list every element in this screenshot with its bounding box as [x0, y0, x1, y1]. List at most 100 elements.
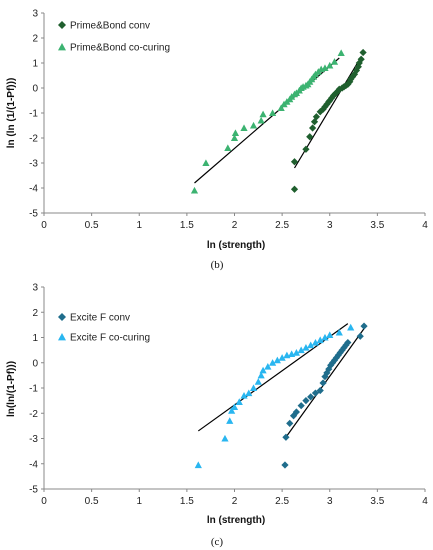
- data-point: [349, 73, 357, 81]
- chart-panel-c: 0 0.5 1 1.5 2 2.5 3 3.5 4 3 2 1 0 -1 -2 -3 -4 -5 Excite F…: [6, 283, 428, 549]
- data-point: [347, 75, 355, 83]
- y-tick-label: 2: [32, 308, 38, 319]
- x-tick-label: 1: [136, 496, 142, 507]
- data-point: [319, 105, 327, 113]
- data-point: [331, 89, 340, 98]
- data-point: [292, 349, 301, 356]
- y-tick-label: -3: [29, 434, 38, 445]
- data-point: [254, 378, 262, 385]
- legend-label: Prime&Bond co-curing: [70, 43, 170, 54]
- x-tick-label: 3.5: [370, 496, 384, 507]
- data-point: [330, 356, 339, 364]
- data-point: [350, 70, 359, 78]
- data-point: [340, 344, 348, 352]
- data-point: [332, 354, 341, 362]
- data-point: [323, 369, 331, 377]
- x-tick-label: 3: [327, 496, 333, 507]
- data-point: [273, 356, 281, 364]
- y-tick-label: 0: [32, 84, 38, 95]
- axes-b: 0 0.5 1 1.5 2 2.5 3 3.5 4 3 2 1 0 -1 -2 -3 -4 -5: [29, 9, 428, 232]
- data-marks-b: [190, 48, 367, 194]
- data-point: [311, 389, 320, 397]
- y-tick-label: -3: [29, 159, 38, 170]
- data-point: [321, 333, 329, 341]
- legend-marker: [58, 333, 66, 341]
- data-point: [228, 407, 236, 414]
- data-point: [321, 373, 329, 381]
- data-point: [316, 108, 324, 116]
- x-tick-label: 1.5: [180, 496, 194, 507]
- data-point: [297, 346, 305, 354]
- data-point: [240, 391, 248, 399]
- data-point: [224, 144, 232, 152]
- data-point: [282, 433, 290, 441]
- legend-b: Prime&Bond conv Prime&Bond co-curing: [58, 21, 170, 54]
- chart-panel-b: 0 0.5 1 1.5 2 2.5 3 3.5 4 3 2 1 0 -1 -2 -3 -4 -5 Prime&Bo…: [6, 9, 428, 272]
- legend-label: Excite F conv: [70, 313, 130, 324]
- data-point: [335, 328, 343, 336]
- data-point: [354, 63, 362, 71]
- data-point: [257, 116, 265, 124]
- y-tick-label: -1: [29, 384, 38, 395]
- data-point: [321, 64, 329, 72]
- data-point: [355, 59, 363, 67]
- data-point: [281, 461, 289, 469]
- data-point: [326, 61, 334, 69]
- caption-b: (b): [211, 259, 224, 271]
- data-point: [249, 384, 258, 392]
- data-point: [319, 379, 327, 387]
- x-tick-label: 3.5: [370, 220, 384, 231]
- data-point: [323, 100, 331, 108]
- data-point: [221, 434, 229, 442]
- data-point: [359, 48, 367, 57]
- data-point: [311, 338, 320, 346]
- data-point: [278, 354, 286, 361]
- data-point: [356, 332, 364, 340]
- data-point: [312, 113, 321, 121]
- data-point: [292, 408, 301, 416]
- data-marks-c: [194, 322, 368, 469]
- y-tick-label: -4: [29, 459, 38, 470]
- y-tick-label: 2: [32, 34, 38, 45]
- data-point: [259, 366, 267, 374]
- data-point: [352, 66, 361, 75]
- data-point: [336, 349, 344, 357]
- data-point: [344, 338, 352, 347]
- x-tick-label: 3: [327, 220, 333, 231]
- data-point: [231, 129, 240, 137]
- data-point: [202, 159, 210, 167]
- x-tick-label: 4: [422, 220, 428, 231]
- y-tick-label: 0: [32, 358, 38, 369]
- data-point: [347, 323, 355, 331]
- data-point: [316, 386, 324, 395]
- data-point: [259, 110, 267, 118]
- data-point: [245, 389, 253, 397]
- data-point: [310, 118, 319, 126]
- legend-marker: [58, 21, 66, 29]
- data-point: [337, 49, 345, 57]
- data-point: [240, 124, 248, 132]
- x-tick-label: 1: [136, 220, 142, 231]
- data-point: [327, 361, 335, 369]
- x-tick-label: 4: [422, 496, 428, 507]
- data-point: [307, 341, 315, 349]
- data-point: [277, 104, 285, 112]
- data-point: [309, 124, 317, 132]
- x-axis-label-b: ln (strength): [207, 240, 265, 251]
- data-point: [302, 344, 310, 351]
- data-point: [335, 85, 343, 93]
- data-point: [269, 109, 277, 117]
- caption-c: (c): [211, 536, 224, 548]
- data-point: [321, 103, 329, 111]
- axes-c: 0 0.5 1 1.5 2 2.5 3 3.5 4 3 2 1 0 -1 -2 -3 -4 -5: [29, 283, 428, 508]
- x-tick-label: 2.5: [275, 220, 289, 231]
- data-point: [330, 58, 339, 65]
- y-tick-label: -2: [29, 409, 38, 420]
- x-tick-label: 2: [232, 496, 238, 507]
- y-tick-label: -5: [29, 485, 38, 496]
- data-point: [326, 331, 334, 339]
- trendlines-b: [194, 56, 362, 184]
- data-point: [230, 134, 239, 142]
- x-axis-label-c: ln (strength): [207, 515, 265, 526]
- data-point: [316, 336, 324, 344]
